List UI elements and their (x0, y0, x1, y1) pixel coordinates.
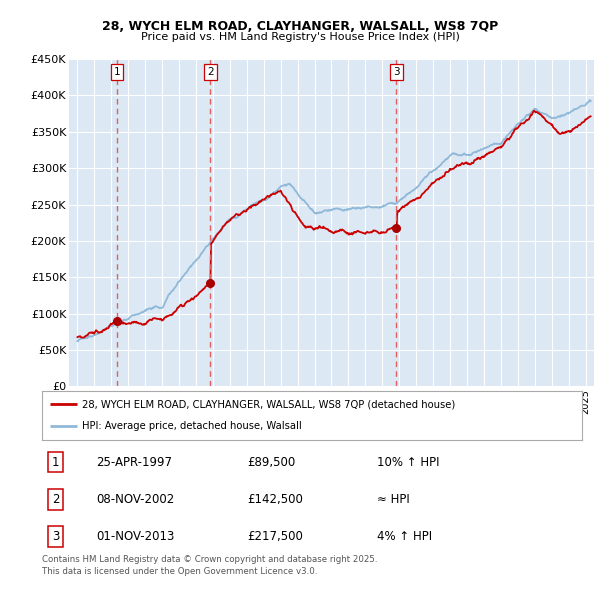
Text: Contains HM Land Registry data © Crown copyright and database right 2025.
This d: Contains HM Land Registry data © Crown c… (42, 555, 377, 576)
Text: 08-NOV-2002: 08-NOV-2002 (96, 493, 174, 506)
Text: HPI: Average price, detached house, Walsall: HPI: Average price, detached house, Wals… (83, 421, 302, 431)
Text: £89,500: £89,500 (247, 455, 295, 468)
Text: 3: 3 (52, 530, 59, 543)
Text: 2: 2 (207, 67, 214, 77)
Text: 4% ↑ HPI: 4% ↑ HPI (377, 530, 432, 543)
Text: 25-APR-1997: 25-APR-1997 (96, 455, 172, 468)
Text: 01-NOV-2013: 01-NOV-2013 (96, 530, 175, 543)
Text: 3: 3 (393, 67, 400, 77)
Text: £142,500: £142,500 (247, 493, 303, 506)
Text: 1: 1 (52, 455, 59, 468)
Text: 10% ↑ HPI: 10% ↑ HPI (377, 455, 439, 468)
Text: 2: 2 (52, 493, 59, 506)
Text: ≈ HPI: ≈ HPI (377, 493, 410, 506)
Text: £217,500: £217,500 (247, 530, 303, 543)
Text: 28, WYCH ELM ROAD, CLAYHANGER, WALSALL, WS8 7QP (detached house): 28, WYCH ELM ROAD, CLAYHANGER, WALSALL, … (83, 399, 456, 409)
Text: 28, WYCH ELM ROAD, CLAYHANGER, WALSALL, WS8 7QP: 28, WYCH ELM ROAD, CLAYHANGER, WALSALL, … (102, 20, 498, 33)
Text: Price paid vs. HM Land Registry's House Price Index (HPI): Price paid vs. HM Land Registry's House … (140, 32, 460, 42)
Text: 1: 1 (113, 67, 120, 77)
